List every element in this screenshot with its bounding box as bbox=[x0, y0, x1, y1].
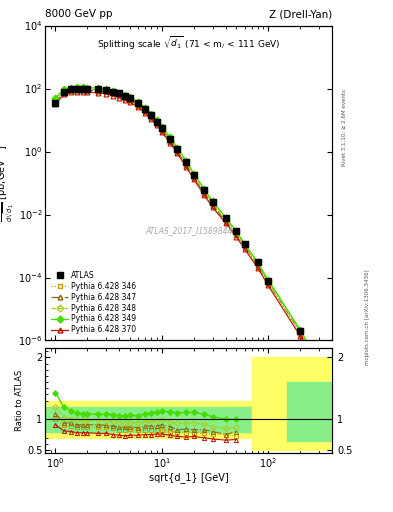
Point bbox=[167, 135, 173, 143]
Bar bbox=[45, 407, 332, 432]
Point bbox=[127, 94, 133, 102]
Point bbox=[233, 227, 239, 235]
X-axis label: sqrt{d_1} [GeV]: sqrt{d_1} [GeV] bbox=[149, 473, 228, 483]
Bar bbox=[287, 382, 332, 441]
Point bbox=[95, 85, 101, 93]
Y-axis label: Ratio to ATLAS: Ratio to ATLAS bbox=[15, 370, 24, 431]
Y-axis label: $\frac{d\sigma}{d\sqrt{d_1}}$ [pb,GeV$^{-1}$]: $\frac{d\sigma}{d\sqrt{d_1}}$ [pb,GeV$^{… bbox=[0, 144, 17, 222]
Point bbox=[68, 85, 74, 93]
Point bbox=[159, 124, 165, 132]
Point bbox=[201, 186, 207, 194]
Legend: ATLAS, Pythia 6.428 346, Pythia 6.428 347, Pythia 6.428 348, Pythia 6.428 349, P: ATLAS, Pythia 6.428 346, Pythia 6.428 34… bbox=[49, 268, 139, 337]
Text: Z (Drell-Yan): Z (Drell-Yan) bbox=[269, 9, 332, 19]
Point bbox=[154, 117, 160, 125]
Point bbox=[183, 158, 189, 166]
Text: ATLAS_2017_I1589844: ATLAS_2017_I1589844 bbox=[145, 226, 232, 235]
Point bbox=[209, 198, 216, 206]
Point bbox=[79, 84, 86, 93]
Bar bbox=[45, 400, 332, 438]
Point bbox=[265, 276, 271, 285]
Point bbox=[142, 105, 149, 113]
Text: mcplots.cern.ch [arXiv:1306.3436]: mcplots.cern.ch [arXiv:1306.3436] bbox=[365, 270, 370, 365]
Point bbox=[135, 99, 141, 107]
Point bbox=[61, 88, 67, 96]
Point bbox=[74, 84, 80, 93]
Point bbox=[297, 327, 303, 335]
Point bbox=[110, 88, 116, 96]
Bar bbox=[252, 357, 332, 450]
Point bbox=[316, 358, 322, 367]
Point bbox=[255, 259, 261, 267]
Point bbox=[191, 171, 197, 179]
Text: 8000 GeV pp: 8000 GeV pp bbox=[45, 9, 113, 19]
Point bbox=[174, 145, 180, 153]
Text: Splitting scale $\sqrt{d_1}$ (71 < m$_l$ < 111 GeV): Splitting scale $\sqrt{d_1}$ (71 < m$_l$… bbox=[97, 35, 280, 52]
Point bbox=[103, 86, 109, 94]
Point bbox=[116, 90, 123, 98]
Point bbox=[241, 240, 248, 248]
Point bbox=[148, 112, 154, 120]
Point bbox=[52, 99, 59, 107]
Point bbox=[122, 92, 128, 100]
Point bbox=[223, 214, 229, 222]
Point bbox=[84, 85, 91, 93]
Text: Rivet 3.1.10; ≥ 2.6M events: Rivet 3.1.10; ≥ 2.6M events bbox=[342, 90, 346, 166]
